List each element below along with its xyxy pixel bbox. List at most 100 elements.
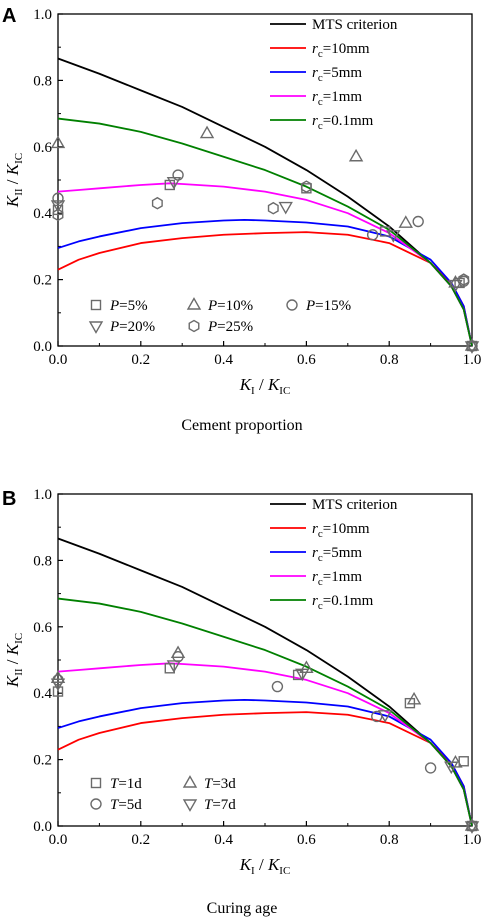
data-point-circle (271, 680, 284, 693)
data-point-triangle-down (464, 341, 480, 354)
data-point-triangle-up (398, 215, 413, 228)
panel-caption: Curing age (207, 900, 278, 917)
legend-label: rc=5mm (312, 65, 362, 84)
legend-marker-square (90, 777, 102, 789)
y-tick-label: 0.2 (33, 753, 52, 769)
x-axis-label: KI / KIC (239, 855, 291, 877)
legend-marker-triangle-up (186, 297, 202, 310)
data-point-triangle-up (199, 125, 215, 139)
data-point-circle (172, 169, 184, 181)
legend-marker-triangle-down (182, 799, 198, 812)
x-axis-label: KI / KIC (239, 375, 291, 397)
data-point-triangle-down (166, 660, 182, 673)
y-tick-label: 0.4 (33, 206, 52, 222)
legend-label: P=15% (305, 298, 351, 314)
x-tick-label: 0.4 (214, 832, 233, 848)
legend-label: rc=1mm (312, 569, 362, 588)
x-tick-label: 0.6 (297, 352, 316, 368)
legend-marker-circle (286, 299, 298, 311)
x-tick-label: 0.2 (131, 832, 150, 848)
y-tick-label: 0.6 (33, 620, 52, 636)
data-point-hexagon (300, 180, 312, 193)
data-point-square (52, 686, 64, 697)
data-point-triangle-down (50, 678, 66, 692)
data-point-square (52, 204, 64, 216)
data-point-hexagon (466, 339, 478, 353)
y-tick-label: 0.0 (33, 819, 52, 835)
panel-caption: Cement proportion (181, 417, 302, 434)
legend-label: rc=10mm (312, 41, 370, 60)
y-tick-label: 0.0 (33, 339, 52, 355)
legend-label: rc=1mm (312, 89, 362, 108)
data-point-triangle-down (50, 200, 66, 213)
x-tick-label: 0.0 (49, 352, 68, 368)
legend-label: rc=10mm (312, 521, 370, 540)
series-line-rc-5mm (57, 218, 473, 347)
legend-label: T=7d (204, 797, 236, 813)
data-point-triangle-down (377, 710, 393, 723)
data-point-circle (52, 192, 64, 204)
legend-label: P=25% (207, 319, 253, 335)
data-point-triangle-down (448, 279, 463, 293)
y-tick-label: 0.6 (33, 140, 52, 156)
data-point-triangle-up (50, 670, 66, 683)
legend-label: T=3d (204, 776, 236, 792)
legend-label: rc=0.1mm (312, 593, 374, 612)
x-tick-label: 0.8 (380, 352, 399, 368)
y-axis-label: KII / KIC (3, 633, 25, 688)
panel-letter: A (2, 5, 16, 27)
data-point-triangle-up (464, 818, 480, 831)
legend-label: P=5% (109, 298, 148, 314)
y-tick-label: 0.4 (33, 686, 52, 702)
data-point-circle (424, 762, 437, 774)
legend-label: P=10% (207, 298, 253, 314)
data-point-square (292, 669, 304, 681)
y-tick-label: 1.0 (33, 487, 52, 503)
x-tick-label: 0.8 (380, 832, 399, 848)
y-tick-label: 0.8 (33, 553, 52, 569)
data-point-circle (466, 820, 478, 832)
chart-panel-b: B 0.0 0.2 0.4 0.6 0.8 1.0 0.0 0.2 0.4 0.6 0.8 1.0 KI … (2, 487, 481, 917)
data-point-hexagon (458, 273, 470, 286)
x-tick-label: 1.0 (463, 832, 482, 848)
y-tick-label: 0.8 (33, 73, 52, 89)
legend-marker-hexagon (188, 319, 200, 333)
data-point-triangle-down (464, 821, 480, 834)
data-point-triangle-up (464, 338, 480, 351)
data-point-hexagon (151, 196, 163, 210)
plot-frame (57, 13, 473, 347)
data-point-hexagon (267, 201, 279, 215)
legend-marker-triangle-down (88, 321, 104, 334)
x-tick-label: 0.2 (131, 352, 150, 368)
legend-label: MTS criterion (312, 17, 398, 33)
data-point-circle (366, 229, 379, 241)
data-point-hexagon (52, 208, 64, 222)
legend-label: MTS criterion (312, 497, 398, 513)
data-point-triangle-down (295, 668, 310, 682)
x-tick-label: 0.4 (214, 352, 233, 368)
y-tick-label: 1.0 (33, 7, 52, 23)
chart-panel-a: A 0.0 0.2 0.4 0.6 0.8 1.0 0.0 0.2 0.4 0.6 0.8 1.0 KI … (2, 5, 481, 434)
x-tick-label: 0.0 (49, 832, 68, 848)
legend-label: rc=5mm (312, 545, 362, 564)
x-tick-label: 0.6 (297, 832, 316, 848)
y-tick-label: 0.2 (33, 273, 52, 289)
legend-label: T=5d (110, 797, 142, 813)
data-point-triangle-up (348, 148, 364, 162)
series-line-rc-5mm (57, 698, 473, 827)
legend-label: rc=0.1mm (312, 113, 374, 132)
data-point-triangle-up (50, 135, 66, 149)
x-tick-label: 1.0 (463, 352, 482, 368)
data-point-triangle-down (166, 176, 182, 190)
data-point-triangle-down (386, 230, 401, 243)
panel-letter: B (2, 488, 16, 510)
legend-marker-triangle-up (182, 775, 198, 788)
legend-label: T=1d (110, 776, 142, 792)
data-point-triangle-up (406, 691, 422, 705)
data-point-square (458, 756, 469, 767)
legend-marker-square (90, 299, 102, 311)
legend-marker-circle (90, 798, 102, 810)
data-point-triangle-down (278, 201, 293, 215)
